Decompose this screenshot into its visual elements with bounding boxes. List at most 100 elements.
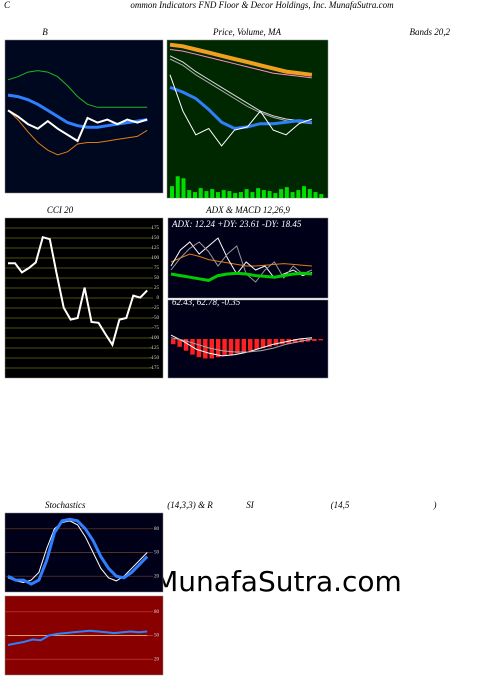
bar [228,339,234,355]
panel-title: B [42,27,48,37]
bar [318,339,324,341]
y-tick-label: 0 [157,296,160,301]
series-line [7,517,149,586]
y-tick-label: 80 [154,610,160,615]
y-tick-label: 150 [152,236,160,241]
bar [273,193,278,198]
series-line [170,334,313,357]
series-line [7,629,148,646]
y-tick-label: 75 [154,266,160,271]
bar [235,339,240,354]
series-line [169,42,313,77]
panel-subtitle: ADX: 12.24 +DY: 23.61 -DY: 18.45 [171,219,302,229]
panel-title: CCI 20 [47,205,74,215]
panel-subtitle: 62.43, 62.78, -0.35 [172,297,241,307]
header-title: ommon Indicators FND Floor & Decor Holdi… [130,0,394,10]
bar [313,192,318,198]
y-tick-label: 125 [152,246,160,251]
bar [241,339,247,352]
series-line [169,49,312,79]
bar [221,190,226,198]
bar [296,190,301,198]
bar [290,192,295,198]
series-line [7,110,148,156]
bar [248,339,253,351]
y-tick-label: 20 [154,657,160,662]
panel-title-part: (14,5 [331,500,350,510]
series-line [169,74,313,147]
series-line [170,241,313,283]
watermark: MunafaSutra.com [154,565,402,598]
bar [302,186,307,198]
bar [215,339,221,358]
y-tick-label: 25 [154,286,160,291]
panel [166,39,329,199]
bar [238,192,243,198]
bar [267,339,272,347]
panel-title: Price, Volume, MA [212,27,281,37]
bar [227,191,232,198]
y-tick-label: -50 [152,316,159,321]
series-line [170,271,313,282]
bar [273,339,279,346]
bar [210,189,215,198]
panel-title-part: SI [246,500,255,510]
series-line [7,70,148,108]
series-line [169,85,313,131]
bar [204,191,209,198]
bar [222,339,227,356]
bar [177,339,182,347]
series-line [170,253,313,267]
header-initial: C [4,0,11,10]
bar [171,339,176,345]
y-tick-label: 50 [154,634,160,639]
bar [187,190,192,198]
series-line [170,337,313,353]
y-tick-label: -100 [150,336,160,341]
y-tick-label: -125 [150,346,160,351]
bar [215,192,220,198]
y-tick-label: -75 [152,326,159,331]
bar [196,339,202,358]
bar [261,190,266,198]
panel-subtitle: Bands 20,2 [410,27,451,37]
y-tick-label: 50 [154,276,160,281]
bar [175,176,180,198]
bar [319,194,324,198]
panel-title-part: Stochastics [45,500,86,510]
bar [192,192,197,198]
y-tick-label: 175 [152,226,160,231]
bar [260,339,266,349]
bar [279,189,284,198]
bar [244,189,249,198]
panel [167,217,329,299]
panel-title-part: ) [433,500,437,510]
panel [4,39,164,194]
bar [170,186,175,198]
bar [250,192,255,198]
bar [256,188,261,198]
series-line [7,93,148,129]
y-tick-label: -25 [152,306,159,311]
bar [203,339,208,359]
y-tick-label: 20 [154,574,160,579]
series-line [169,55,312,123]
y-tick-label: -175 [150,366,160,371]
series-line [7,109,148,143]
bar [280,339,285,345]
bar [254,339,259,350]
bar [267,191,272,198]
bar [181,178,186,198]
bar [198,188,203,198]
panel-title: ADX & MACD 12,26,9 [205,205,290,215]
bar [307,189,312,198]
y-tick-label: 100 [152,256,160,261]
bar [292,339,298,343]
y-tick-label: 80 [154,527,160,532]
bar [233,193,238,198]
series-line [8,235,148,348]
y-tick-label: -150 [150,356,160,361]
panel-title-part: (14,3,3) & R [167,500,213,510]
bar [284,187,289,198]
